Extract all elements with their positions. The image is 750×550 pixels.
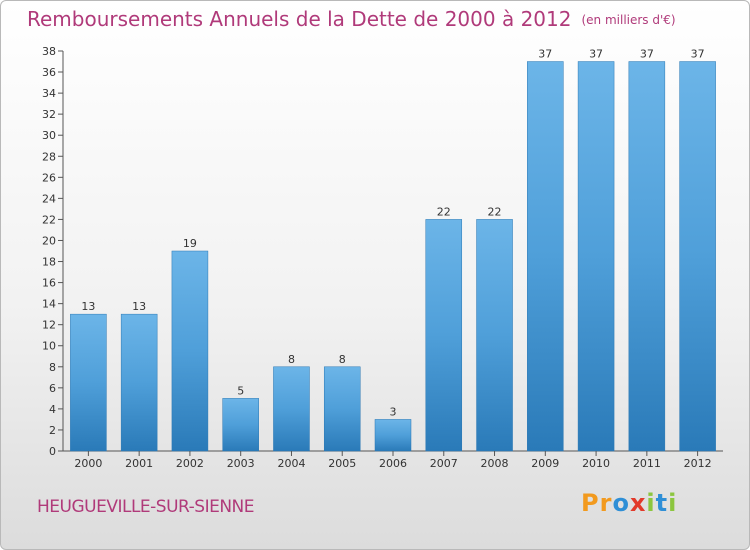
chart-title: Remboursements Annuels de la Dette de 20…	[27, 7, 676, 31]
x-tick-label-2010: 2010	[582, 457, 610, 470]
x-tick-label-2012: 2012	[684, 457, 712, 470]
x-tick-label-2005: 2005	[328, 457, 356, 470]
data-label-2003: 5	[237, 384, 244, 397]
x-tick-label-2003: 2003	[227, 457, 255, 470]
commune-name: HEUGUEVILLE-SUR-SIENNE	[37, 497, 255, 517]
data-label-2011: 37	[640, 48, 654, 61]
y-tick-label: 16	[42, 277, 56, 290]
logo-letter: i	[668, 489, 678, 517]
data-label-2006: 3	[390, 405, 397, 418]
logo-letter: i	[646, 489, 656, 517]
bar-2005	[323, 366, 361, 452]
bar-2012	[679, 61, 716, 452]
bar-2003	[222, 398, 259, 452]
x-tick-label-2002: 2002	[176, 457, 204, 470]
x-tick-label-2006: 2006	[379, 457, 407, 470]
y-tick-label: 18	[42, 256, 56, 269]
logo-letter: r	[599, 489, 613, 517]
logo-letter: x	[629, 489, 647, 517]
logo-letter: t	[655, 489, 669, 517]
bar-2004	[273, 366, 310, 452]
data-label-2002: 19	[183, 237, 197, 250]
bar-2011	[628, 61, 666, 452]
bar-2001	[120, 313, 158, 452]
bar-2008	[476, 219, 513, 452]
y-tick-label: 28	[42, 150, 56, 163]
x-tick-label-2004: 2004	[277, 457, 305, 470]
data-label-2005: 8	[339, 353, 346, 366]
y-tick-label: 36	[42, 66, 56, 79]
y-tick-label: 2	[49, 424, 56, 437]
y-tick-label: 34	[42, 87, 56, 100]
x-tick-label-2011: 2011	[633, 457, 661, 470]
data-label-2007: 22	[437, 205, 451, 218]
x-tick-label-2001: 2001	[125, 457, 153, 470]
bar-2007	[425, 219, 463, 452]
y-tick-label: 38	[42, 45, 56, 58]
chart-title-text: Remboursements Annuels de la Dette de 20…	[27, 7, 572, 31]
data-label-2008: 22	[488, 205, 502, 218]
bar-2009	[527, 61, 564, 452]
y-tick-label: 20	[42, 234, 56, 247]
bar-2010	[577, 61, 615, 452]
data-label-2001: 13	[132, 300, 146, 313]
bar-2000	[70, 313, 107, 452]
y-tick-label: 24	[42, 192, 56, 205]
data-label-2000: 13	[81, 300, 95, 313]
y-tick-label: 26	[42, 171, 56, 184]
y-tick-label: 4	[49, 403, 56, 416]
y-tick-label: 0	[49, 445, 56, 458]
data-label-2012: 37	[691, 48, 705, 61]
proxiti-logo: Proxiti	[581, 489, 677, 517]
x-tick-label-2009: 2009	[531, 457, 559, 470]
y-tick-label: 6	[49, 382, 56, 395]
y-tick-label: 22	[42, 213, 56, 226]
data-label-2010: 37	[589, 48, 603, 61]
y-tick-label: 14	[42, 298, 56, 311]
data-label-2004: 8	[288, 353, 295, 366]
x-tick-label-2000: 2000	[74, 457, 102, 470]
bar-2002	[171, 250, 209, 452]
bar-2006	[374, 419, 412, 452]
chart-unit-note: (en milliers d'€)	[581, 13, 676, 27]
data-label-2009: 37	[538, 48, 552, 61]
x-tick-label-2008: 2008	[481, 457, 509, 470]
y-tick-label: 8	[49, 361, 56, 374]
logo-letter: P	[581, 489, 600, 517]
y-tick-label: 30	[42, 129, 56, 142]
y-tick-label: 12	[42, 319, 56, 332]
y-tick-label: 10	[42, 340, 56, 353]
x-tick-label-2007: 2007	[430, 457, 458, 470]
logo-letter: o	[612, 489, 630, 517]
y-tick-label: 32	[42, 108, 56, 121]
